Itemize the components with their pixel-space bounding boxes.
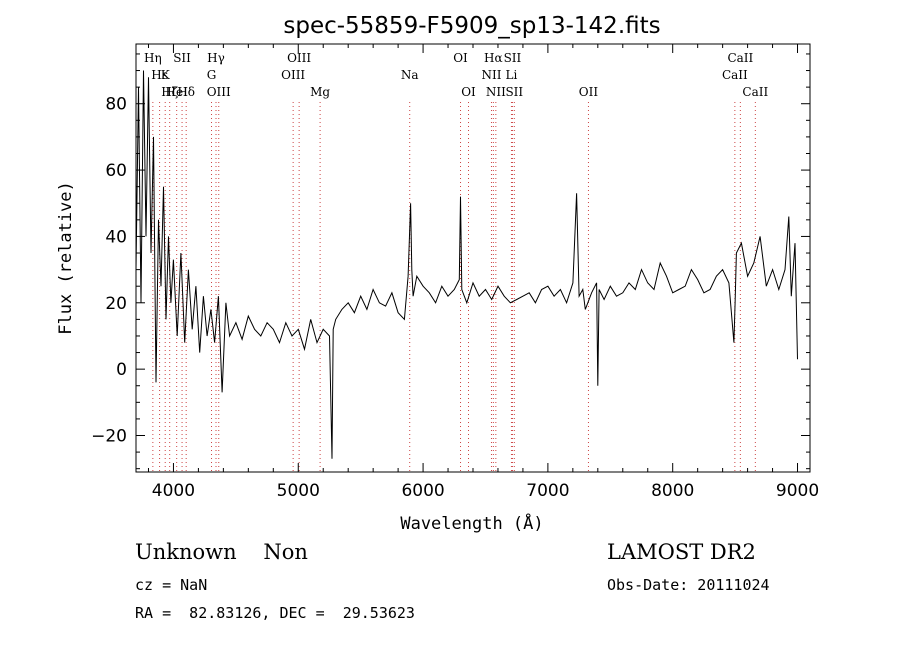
- line-marker-label-5: SII: [173, 51, 191, 65]
- cz-label: cz = NaN: [135, 576, 208, 594]
- line-marker-label-25: CaII: [742, 85, 768, 99]
- x-tick-label-1: 5000: [277, 481, 320, 501]
- plot-frame: [135, 43, 811, 473]
- y-tick-label-2: 20: [105, 294, 127, 314]
- line-marker-label-20: NII: [486, 85, 506, 99]
- line-marker-label-15: OI: [461, 85, 476, 99]
- line-marker-label-8: G: [207, 68, 217, 82]
- line-marker-label-0: Hη: [144, 51, 162, 65]
- obs-date-label: Obs-Date: 20111024: [607, 576, 770, 594]
- line-marker-label-17: SII: [504, 51, 522, 65]
- line-marker-label-19: Li: [506, 68, 518, 82]
- axes: 4000 5000 6000 7000 8000 9000 −20 0 20 40 60 80: [91, 44, 819, 501]
- x-tick-label-0: 4000: [152, 481, 195, 501]
- spectrum-line-0: [135, 70, 798, 459]
- line-marker-label-7: Hγ: [207, 51, 225, 65]
- y-tick-label-4: 60: [105, 161, 127, 181]
- x-tick-label-4: 8000: [651, 481, 694, 501]
- y-axis-label: Flux (relative): [56, 181, 76, 335]
- line-marker-label-21: SII: [505, 85, 523, 99]
- line-marker-label-1: Hε: [151, 68, 168, 82]
- line-marker-label-16: Hα: [484, 51, 503, 65]
- line-marker-label-18: NII: [481, 68, 501, 82]
- line-marker-label-6: Hδ: [177, 85, 195, 99]
- x-tick-label-3: 7000: [526, 481, 569, 501]
- line-marker-label-13: Na: [401, 68, 419, 82]
- line-marker-label-4: HeI: [166, 85, 189, 99]
- line-marker-label-14: OI: [453, 51, 468, 65]
- x-axis-label: Wavelength (Å): [400, 512, 543, 534]
- line-marker-label-22: OII: [579, 85, 599, 99]
- survey-label: LAMOST DR2: [607, 540, 756, 564]
- x-tick-label-5: 9000: [776, 481, 819, 501]
- line-marker-label-11: OIII: [281, 68, 305, 82]
- y-tick-label-0: −20: [91, 427, 127, 447]
- line-marker-label-12: Mg: [310, 85, 330, 99]
- line-marker-label-23: CaII: [727, 51, 753, 65]
- chart-title: spec-55859-F5909_sp13-142.fits: [283, 13, 660, 39]
- line-marker-label-10: OIII: [287, 51, 311, 65]
- coords-label: RA = 82.83126, DEC = 29.53623: [135, 604, 415, 622]
- class-label: Unknown Non: [135, 540, 308, 564]
- y-tick-label-1: 0: [116, 360, 127, 380]
- y-tick-label-3: 40: [105, 227, 127, 247]
- line-marker-label-3: Hζ: [161, 85, 178, 99]
- line-marker-label-9: OIII: [207, 85, 231, 99]
- line-marker-label-24: CaII: [722, 68, 748, 82]
- line-marker-label-2: K: [161, 68, 171, 82]
- data-layer: [135, 70, 798, 459]
- y-tick-label-5: 80: [105, 95, 127, 115]
- x-tick-label-2: 6000: [401, 481, 444, 501]
